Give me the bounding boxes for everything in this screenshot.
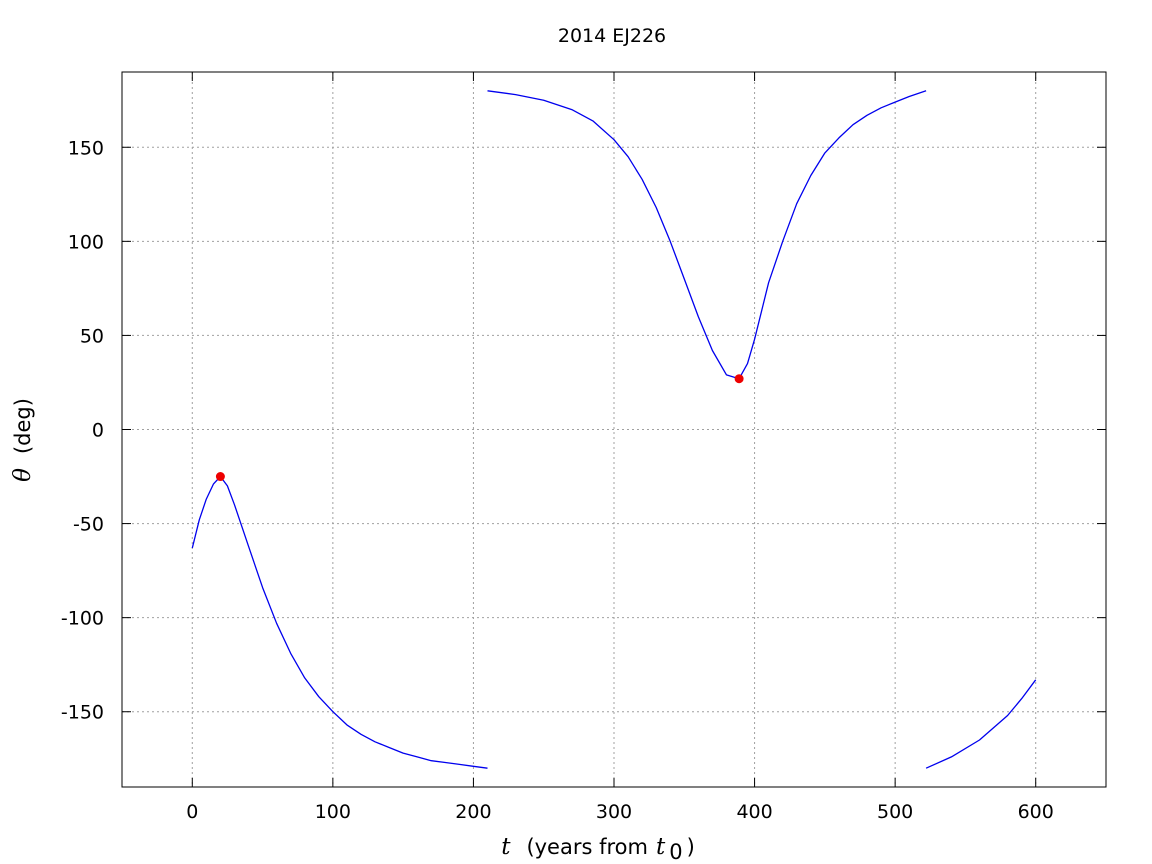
x-tick-label: 300 (596, 801, 632, 823)
x-tick-label: 600 (1018, 801, 1054, 823)
x-axis-close: ) (687, 835, 695, 859)
data-point (215, 472, 225, 482)
y-tick-label: -100 (61, 608, 104, 630)
y-tick-label: 50 (80, 325, 104, 347)
y-tick-label: -50 (73, 514, 104, 536)
x-axis-subscript: 0 (669, 840, 682, 864)
data-point (734, 374, 744, 384)
x-axis-symbol: t (501, 834, 511, 860)
y-tick-label: 0 (92, 420, 104, 442)
x-tick-label: 500 (877, 801, 913, 823)
y-axis-text: (deg) (11, 398, 35, 454)
series-line (925, 679, 1037, 769)
y-tick-label: 150 (68, 137, 104, 159)
y-axis-label: θ (deg) (10, 398, 36, 482)
axis-ticks: 0 100 200 300 400 500 600 -150 -100 -50 0 50 100 150 (61, 72, 1106, 823)
x-tick-label: 200 (455, 801, 491, 823)
y-axis-symbol: θ (10, 468, 36, 482)
x-tick-label: 0 (186, 801, 198, 823)
data-markers (215, 374, 744, 482)
chart-title: 2014 EJ226 (558, 25, 666, 47)
x-axis-label: t (years from t 0 ) (501, 834, 695, 864)
grid-lines (122, 72, 1106, 787)
x-tick-label: 400 (736, 801, 772, 823)
y-tick-label: 100 (68, 231, 104, 253)
x-axis-text: (years from (526, 835, 648, 859)
y-tick-label: -150 (61, 702, 104, 724)
x-axis-sub-symbol: t (656, 834, 666, 860)
series-line (191, 475, 488, 769)
x-tick-label: 100 (315, 801, 351, 823)
